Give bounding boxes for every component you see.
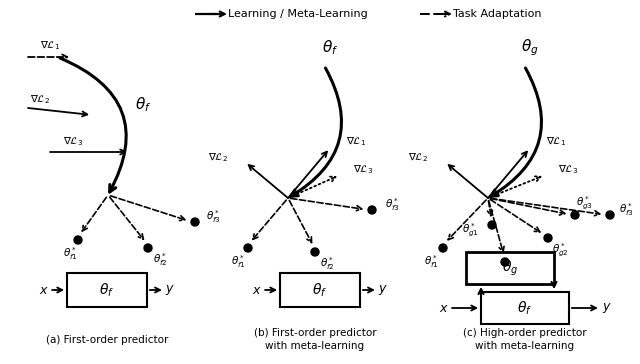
Text: (c) High-order predictor: (c) High-order predictor	[463, 328, 587, 338]
Text: $\theta_{g2}^*$: $\theta_{g2}^*$	[552, 241, 568, 259]
Text: $\theta_f$: $\theta_f$	[99, 281, 115, 299]
Text: $\theta_{f3}^*$: $\theta_{f3}^*$	[205, 209, 221, 225]
Text: $\theta_{f3}^*$: $\theta_{f3}^*$	[618, 202, 634, 218]
Text: $\theta_{f3}^*$: $\theta_{f3}^*$	[385, 197, 399, 213]
Text: $x$: $x$	[439, 301, 449, 314]
Text: $\theta_{f2}^*$: $\theta_{f2}^*$	[152, 252, 168, 268]
Text: $\theta_{g1}^*$: $\theta_{g1}^*$	[461, 221, 479, 239]
Circle shape	[311, 248, 319, 256]
Text: Task Adaptation: Task Adaptation	[453, 9, 541, 19]
Text: $\nabla\mathcal{L}_3$: $\nabla\mathcal{L}_3$	[353, 163, 373, 177]
Circle shape	[368, 206, 376, 214]
Circle shape	[488, 221, 496, 229]
Text: $\nabla\mathcal{L}_1$: $\nabla\mathcal{L}_1$	[40, 40, 60, 52]
Text: (b) First-order predictor: (b) First-order predictor	[253, 328, 376, 338]
Text: $\theta_{f1}^*$: $\theta_{f1}^*$	[63, 246, 77, 262]
Text: $\nabla\mathcal{L}_1$: $\nabla\mathcal{L}_1$	[346, 136, 366, 149]
Text: $\nabla\mathcal{L}_1$: $\nabla\mathcal{L}_1$	[546, 136, 566, 149]
Text: $\theta_{f2}^*$: $\theta_{f2}^*$	[495, 268, 510, 284]
Text: $\nabla\mathcal{L}_2$: $\nabla\mathcal{L}_2$	[30, 94, 50, 106]
Text: $\boldsymbol{\theta_f}$: $\boldsymbol{\theta_f}$	[135, 96, 151, 114]
Text: $x$: $x$	[39, 284, 49, 297]
Circle shape	[144, 244, 152, 252]
Circle shape	[501, 258, 509, 266]
FancyBboxPatch shape	[466, 252, 554, 284]
Text: with meta-learning: with meta-learning	[476, 341, 575, 351]
FancyBboxPatch shape	[280, 273, 360, 307]
Text: $\theta_g$: $\theta_g$	[521, 38, 539, 58]
Text: $\theta_g$: $\theta_g$	[502, 258, 518, 278]
Text: $\theta_f$: $\theta_f$	[312, 281, 328, 299]
Text: $\theta_{f2}^*$: $\theta_{f2}^*$	[319, 256, 334, 272]
Text: $\nabla\mathcal{L}_2$: $\nabla\mathcal{L}_2$	[208, 151, 228, 165]
Text: $\nabla\mathcal{L}_3$: $\nabla\mathcal{L}_3$	[63, 136, 83, 149]
Circle shape	[606, 211, 614, 219]
Text: $y$: $y$	[165, 283, 175, 297]
FancyBboxPatch shape	[67, 273, 147, 307]
Circle shape	[571, 211, 579, 219]
Text: with meta-learning: with meta-learning	[266, 341, 365, 351]
Circle shape	[544, 234, 552, 242]
Text: $\theta_f$: $\theta_f$	[322, 39, 338, 58]
Text: $x$: $x$	[252, 284, 262, 297]
Circle shape	[191, 218, 199, 226]
Circle shape	[74, 236, 82, 244]
Text: $\nabla\mathcal{L}_2$: $\nabla\mathcal{L}_2$	[408, 151, 428, 165]
Circle shape	[439, 244, 447, 252]
FancyBboxPatch shape	[481, 292, 569, 324]
Text: $\theta_{f1}^*$: $\theta_{f1}^*$	[424, 254, 438, 270]
Text: $\theta_f$: $\theta_f$	[517, 299, 532, 317]
Text: $y$: $y$	[378, 283, 388, 297]
Text: $\theta_{g3}^*$: $\theta_{g3}^*$	[577, 194, 593, 212]
Circle shape	[244, 244, 252, 252]
Text: Learning / Meta-Learning: Learning / Meta-Learning	[228, 9, 368, 19]
Text: $\nabla\mathcal{L}_3$: $\nabla\mathcal{L}_3$	[558, 163, 579, 177]
Text: (a) First-order predictor: (a) First-order predictor	[46, 335, 168, 345]
Text: $y$: $y$	[602, 301, 612, 315]
Text: $\theta_{f1}^*$: $\theta_{f1}^*$	[230, 254, 246, 270]
